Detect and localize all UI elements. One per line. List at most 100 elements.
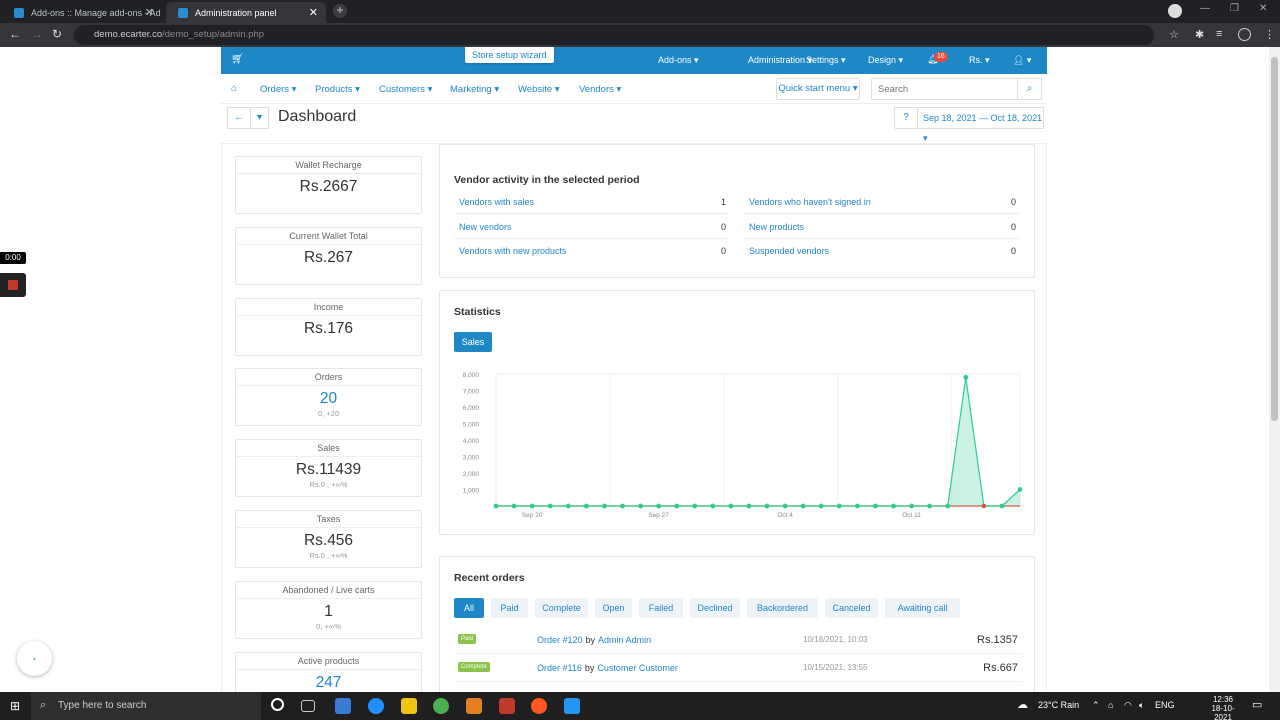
- browser-tab-addons[interactable]: Add-ons :: Manage add-ons - Ad ✕: [2, 2, 162, 23]
- date-range-picker[interactable]: Sep 18, 2021 — Oct 18, 2021 ▾: [918, 107, 1044, 143]
- reading-list-icon[interactable]: ≡: [1216, 28, 1223, 40]
- help-icon[interactable]: ?: [894, 107, 918, 129]
- back-icon[interactable]: ←: [9, 27, 21, 41]
- network-icon[interactable]: ⌂: [1108, 700, 1114, 710]
- vendor-activity-link[interactable]: Suspended vendors: [749, 246, 830, 257]
- profile-avatar-icon[interactable]: [1238, 28, 1251, 41]
- home-icon[interactable]: ⌂: [231, 83, 238, 94]
- task-view-icon[interactable]: [301, 700, 315, 712]
- quick-start-menu-button[interactable]: Quick start menu ▾: [776, 78, 860, 100]
- cortana-icon[interactable]: [271, 698, 284, 711]
- data-point: [602, 503, 607, 509]
- sales-tab[interactable]: Sales: [454, 332, 492, 352]
- language-indicator[interactable]: ENG: [1155, 700, 1175, 710]
- stat-card-value[interactable]: 247: [315, 673, 342, 691]
- vendor-activity-row: Vendors with sales 1: [454, 190, 730, 214]
- browser-menu-icon[interactable]: ⋮: [1264, 29, 1275, 41]
- filezilla-icon[interactable]: [499, 698, 515, 714]
- office-icon[interactable]: [466, 698, 482, 714]
- nav-marketing[interactable]: Marketing ▾: [450, 84, 500, 95]
- new-tab-button[interactable]: +: [333, 4, 347, 18]
- order-by-text: by: [585, 635, 596, 645]
- postman-icon[interactable]: [531, 698, 547, 714]
- data-point: [710, 503, 716, 509]
- filter-paid[interactable]: Paid: [491, 598, 528, 618]
- filter-complete[interactable]: Complete: [535, 598, 588, 618]
- favicon-icon: [14, 7, 24, 18]
- url-field[interactable]: demo.ecarter.co/demo_setup/admin.php: [74, 25, 1154, 45]
- vendor-activity-link[interactable]: Vendors with sales: [459, 197, 535, 207]
- bookmark-star-icon[interactable]: ☆: [1169, 29, 1179, 41]
- forward-icon[interactable]: →: [31, 27, 43, 41]
- x-tick-label: Sep 27: [648, 512, 669, 519]
- stat-card: Taxes Rs.456 Rs.0 , +∞%: [235, 510, 422, 568]
- close-tab-icon[interactable]: ✕: [308, 7, 318, 19]
- history-dropdown-button[interactable]: ▾: [251, 107, 269, 129]
- wifi-icon[interactable]: ◠: [1124, 700, 1132, 710]
- extensions-icon[interactable]: ✱: [1195, 29, 1205, 41]
- data-point: [927, 503, 933, 509]
- filter-failed[interactable]: Failed: [639, 598, 683, 618]
- vendor-activity-link[interactable]: Vendors who haven't signed in: [749, 197, 871, 207]
- record-stop-button[interactable]: [0, 273, 26, 297]
- order-link[interactable]: Order #116: [537, 663, 582, 673]
- user-menu-icon[interactable]: 👤︎ ▾: [1013, 55, 1032, 65]
- notification-center-icon[interactable]: ▭: [1252, 699, 1263, 711]
- nav-vendors[interactable]: Vendors ▾: [579, 84, 622, 95]
- data-point: [909, 503, 914, 509]
- volume-icon[interactable]: 🔈︎: [1139, 700, 1145, 710]
- menu-settings[interactable]: Settings ▾: [806, 55, 846, 65]
- search-input[interactable]: [871, 78, 1018, 100]
- close-window-icon[interactable]: ✕: [1259, 3, 1268, 14]
- vendor-activity-link[interactable]: New products: [749, 221, 805, 232]
- menu-design[interactable]: Design ▾: [868, 55, 904, 65]
- nav-customers[interactable]: Customers ▾: [379, 84, 433, 95]
- restore-icon[interactable]: ❐: [1230, 3, 1239, 14]
- filter-all[interactable]: All: [454, 598, 484, 618]
- filter-open[interactable]: Open: [595, 598, 632, 618]
- menu-addons[interactable]: Add-ons ▾: [658, 55, 699, 65]
- order-customer-link[interactable]: Customer Customer: [597, 663, 678, 673]
- vendor-activity-link[interactable]: Vendors with new products: [459, 246, 567, 257]
- menu-administration[interactable]: Administration ▾: [748, 55, 813, 65]
- nav-website[interactable]: Website ▾: [518, 84, 560, 95]
- y-tick-label: 8,000: [463, 372, 480, 379]
- cart-icon[interactable]: 🛒︎: [231, 54, 244, 65]
- edge-icon[interactable]: [368, 698, 384, 714]
- windows-start-icon[interactable]: ⊞: [10, 699, 21, 713]
- taskbar-search[interactable]: Type here to search: [31, 692, 261, 720]
- order-link[interactable]: Order #120: [537, 635, 583, 645]
- close-tab-icon[interactable]: ✕: [144, 7, 154, 19]
- filter-canceled[interactable]: Canceled: [825, 598, 878, 618]
- tray-chevron-icon[interactable]: ⌃: [1092, 700, 1100, 710]
- filter-declined[interactable]: Declined: [690, 598, 740, 618]
- vendor-activity-count: 0: [720, 221, 726, 232]
- bell-icon[interactable]: 🔔︎: [927, 54, 939, 64]
- vscode-icon[interactable]: [564, 698, 580, 714]
- filter-awaiting-call[interactable]: Awaiting call: [885, 598, 960, 618]
- chat-widget-icon[interactable]: ●: [17, 641, 52, 676]
- back-arrow-button[interactable]: ←: [227, 107, 251, 129]
- page-scrollbar[interactable]: [1269, 47, 1280, 692]
- chrome-icon[interactable]: [433, 698, 449, 714]
- scrollbar-thumb[interactable]: [1271, 57, 1278, 421]
- file-explorer-icon[interactable]: [401, 698, 417, 714]
- clock[interactable]: 12:36 18-10-2021: [1211, 695, 1235, 722]
- nav-orders[interactable]: Orders ▾: [260, 84, 297, 95]
- order-status-badge: Paid: [458, 634, 477, 644]
- search-icon[interactable]: ⌕: [1018, 78, 1042, 100]
- stat-card-value[interactable]: 20: [319, 390, 338, 408]
- nav-products[interactable]: Products ▾: [315, 84, 360, 95]
- vendor-activity-link[interactable]: New vendors: [459, 221, 512, 232]
- currency-menu[interactable]: Rs. ▾: [969, 55, 990, 65]
- reload-icon[interactable]: ↻: [52, 27, 63, 41]
- store-setup-wizard-button[interactable]: Store setup wizard: [465, 47, 554, 63]
- profile-circle-icon[interactable]: [1168, 4, 1182, 18]
- minimize-icon[interactable]: —: [1200, 3, 1210, 14]
- stat-card-sub: Rs.0 , +∞%: [309, 551, 348, 560]
- mail-icon[interactable]: [335, 698, 351, 714]
- weather-text[interactable]: 23°C Rain: [1038, 700, 1080, 710]
- order-customer-link[interactable]: Admin Admin: [598, 635, 652, 645]
- filter-backordered[interactable]: Backordered: [747, 598, 818, 618]
- browser-tab-admin[interactable]: Administration panel ✕: [166, 2, 326, 23]
